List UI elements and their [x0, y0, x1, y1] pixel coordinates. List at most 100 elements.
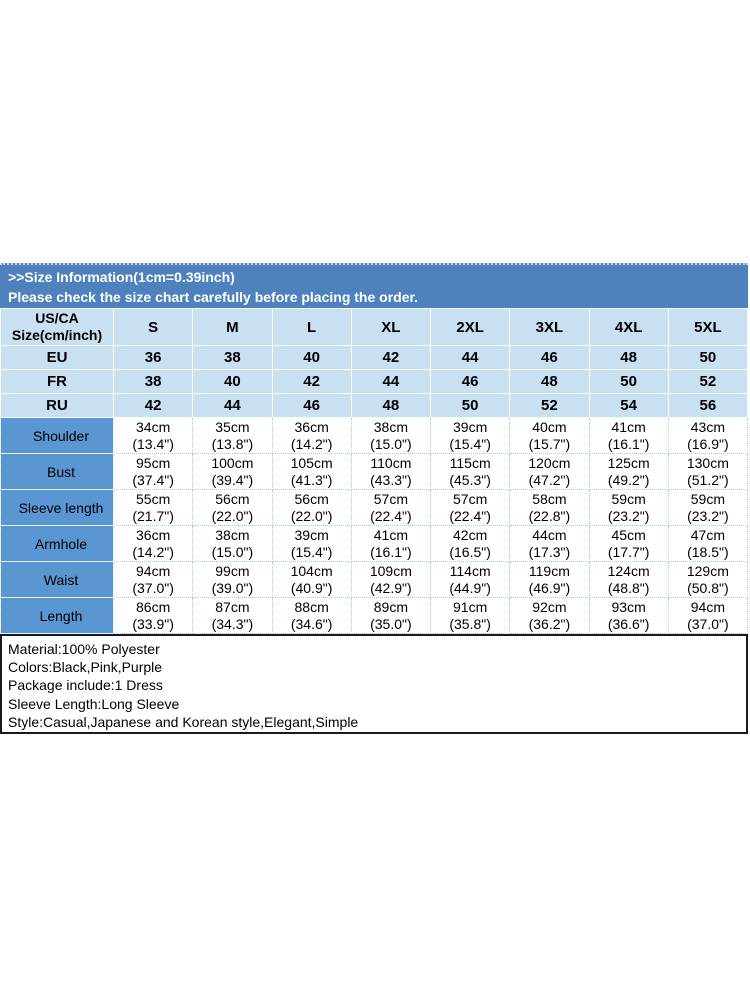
- size-value-cell: 44: [429, 345, 511, 370]
- measurement-cell: 56cm (22.0"): [192, 489, 273, 526]
- value-inch: (15.0"): [370, 435, 412, 452]
- value-cm: 57cm: [453, 490, 488, 507]
- measurement-row-length: Length 86cm (33.9") 87cm (34.3") 88cm (34.6") 8…: [0, 597, 749, 634]
- value-cm: 56cm: [215, 490, 250, 507]
- value-cm: 59cm: [690, 490, 725, 507]
- corner-cell: US/CA Size(cm/inch): [0, 308, 114, 346]
- size-header-s: S: [112, 308, 194, 346]
- size-table-body: EU 36 38 40 42 44 46 48 50 FR 38 40 42 44 46 48 50 52 RU 42…: [0, 345, 749, 634]
- measurement-row-bust: Bust 95cm (37.4") 100cm (39.4") 105cm (41.3") 1…: [0, 453, 749, 490]
- value-cm: 57cm: [373, 490, 408, 507]
- measurement-cell: 86cm (33.9"): [112, 597, 194, 634]
- size-value-cell: 44: [350, 369, 432, 394]
- value-inch: (23.2"): [687, 507, 729, 524]
- value-inch: (22.0"): [290, 507, 333, 524]
- size-value-cell: 46: [509, 345, 590, 370]
- value-inch: (14.2"): [132, 543, 174, 560]
- value-cm: 92cm: [532, 598, 567, 615]
- size-value-cell: 54: [588, 393, 669, 418]
- value-cm: 104cm: [290, 562, 333, 579]
- banner-title: >>Size Information(1cm=0.39inch): [8, 269, 235, 285]
- value-inch: (49.2"): [607, 471, 650, 488]
- measurement-cell: 114cm (44.9"): [429, 561, 511, 598]
- measurement-cell: 109cm (42.9"): [350, 561, 432, 598]
- value-cm: 47cm: [690, 526, 725, 543]
- value-inch: (15.7"): [528, 435, 571, 452]
- value-cm: 94cm: [136, 562, 171, 579]
- value-cm: 86cm: [136, 598, 171, 615]
- measurement-cell: 39cm (15.4"): [271, 525, 352, 562]
- measurement-cell: 93cm (36.6"): [588, 597, 669, 634]
- value-inch: (45.3"): [449, 471, 491, 488]
- measurement-cell: 59cm (23.2"): [588, 489, 669, 526]
- measurement-cell: 88cm (34.6"): [271, 597, 352, 634]
- measurement-cell: 57cm (22.4"): [350, 489, 432, 526]
- value-cm: 129cm: [686, 562, 729, 579]
- value-cm: 45cm: [611, 526, 646, 543]
- size-header-5xl: 5XL: [667, 308, 749, 346]
- measurement-cell: 36cm (14.2"): [112, 525, 194, 562]
- measurement-label: Bust: [0, 453, 114, 490]
- measurement-cell: 119cm (46.9"): [509, 561, 590, 598]
- measurement-cell: 115cm (45.3"): [429, 453, 511, 490]
- value-inch: (39.0"): [211, 579, 254, 596]
- measurement-cell: 124cm (48.8"): [588, 561, 669, 598]
- measurement-cell: 100cm (39.4"): [192, 453, 273, 490]
- value-cm: 41cm: [611, 418, 646, 435]
- value-cm: 88cm: [294, 598, 329, 615]
- measurement-cell: 58cm (22.8"): [509, 489, 590, 526]
- measurement-cell: 94cm (37.0"): [112, 561, 194, 598]
- measurement-cell: 57cm (22.4"): [429, 489, 511, 526]
- value-inch: (18.5"): [687, 543, 729, 560]
- value-cm: 109cm: [369, 562, 412, 579]
- value-inch: (33.9"): [132, 615, 174, 632]
- value-inch: (17.3"): [528, 543, 571, 560]
- measurement-cell: 87cm (34.3"): [192, 597, 273, 634]
- size-value-cell: 48: [350, 393, 432, 418]
- value-inch: (46.9"): [528, 579, 571, 596]
- value-cm: 36cm: [294, 418, 329, 435]
- size-value-cell: 48: [509, 369, 590, 394]
- size-table: US/CA Size(cm/inch) S M L XL 2XL 3XL 4XL 5XL EU…: [0, 308, 749, 634]
- measurement-label: Waist: [0, 561, 114, 598]
- value-cm: 43cm: [690, 418, 725, 435]
- measurement-cell: 91cm (35.8"): [429, 597, 511, 634]
- value-cm: 95cm: [136, 454, 171, 471]
- measurement-cell: 129cm (50.8"): [667, 561, 749, 598]
- measurement-cell: 38cm (15.0"): [350, 417, 432, 454]
- size-value-cell: 38: [192, 345, 273, 370]
- value-inch: (42.9"): [370, 579, 412, 596]
- measurement-label: Sleeve length: [0, 489, 114, 526]
- value-cm: 91cm: [453, 598, 488, 615]
- measurement-label: Armhole: [0, 525, 114, 562]
- value-cm: 130cm: [686, 454, 729, 471]
- value-cm: 56cm: [294, 490, 329, 507]
- size-value-cell: 46: [429, 369, 511, 394]
- value-inch: (37.4"): [132, 471, 174, 488]
- value-inch: (22.4"): [449, 507, 491, 524]
- corner-line-1: US/CA: [35, 310, 79, 326]
- size-system-row-fr: FR 38 40 42 44 46 48 50 52: [0, 369, 749, 394]
- value-inch: (13.4"): [132, 435, 174, 452]
- value-cm: 99cm: [215, 562, 250, 579]
- product-details-box: Material:100% Polyester Colors:Black,Pink…: [0, 634, 748, 734]
- measurement-cell: 110cm (43.3"): [350, 453, 432, 490]
- value-inch: (13.8"): [211, 435, 254, 452]
- measurement-cell: 92cm (36.2"): [509, 597, 590, 634]
- value-cm: 115cm: [449, 454, 491, 471]
- value-cm: 40cm: [532, 418, 567, 435]
- measurement-row-armhole: Armhole 36cm (14.2") 38cm (15.0") 39cm (15.4")…: [0, 525, 749, 562]
- value-inch: (48.8"): [607, 579, 650, 596]
- value-cm: 105cm: [290, 454, 333, 471]
- measurement-cell: 40cm (15.7"): [509, 417, 590, 454]
- measurement-cell: 43cm (16.9"): [667, 417, 749, 454]
- value-cm: 38cm: [215, 526, 250, 543]
- size-info-banner: >>Size Information(1cm=0.39inch) Please …: [0, 263, 748, 308]
- value-inch: (16.9"): [687, 435, 729, 452]
- measurement-cell: 35cm (13.8"): [192, 417, 273, 454]
- value-cm: 94cm: [690, 598, 725, 615]
- value-cm: 100cm: [211, 454, 254, 471]
- value-cm: 93cm: [611, 598, 646, 615]
- size-value-cell: 38: [112, 369, 194, 394]
- value-cm: 34cm: [136, 418, 171, 435]
